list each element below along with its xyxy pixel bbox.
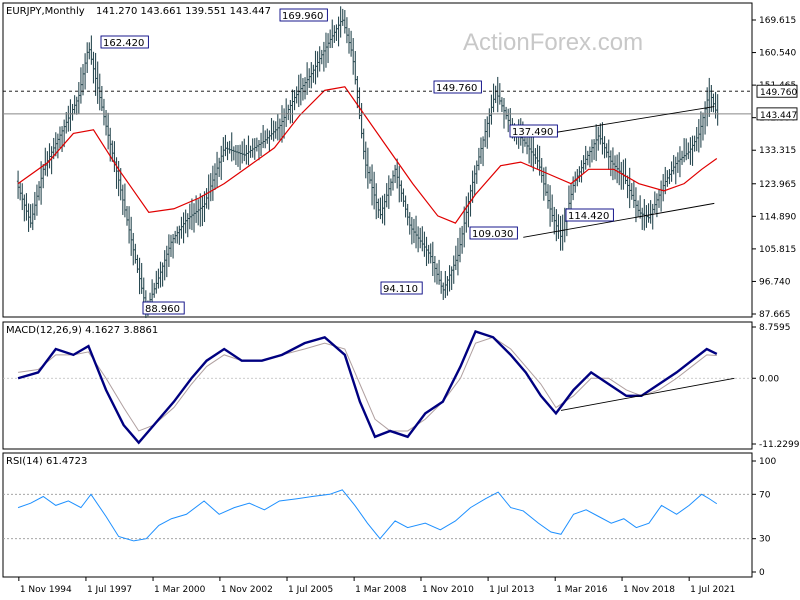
current-price-axis-tag — [756, 107, 798, 121]
resistance-axis-label: 149.760 — [760, 88, 797, 98]
resistance-axis-tag — [756, 84, 798, 98]
price-y-tick-label: 87.665 — [759, 310, 791, 320]
x-axis-tick-label: 1 Mar 2008 — [355, 585, 407, 595]
price-y-tick-label: 160.540 — [759, 49, 796, 59]
x-axis-tick-label: 1 Jul 2021 — [690, 585, 735, 595]
rsi-layer — [3, 489, 752, 542]
price-layer: 162.420 169.960 88.960 149.760 137.490 94.110… — [3, 6, 752, 319]
x-axis-tick-label: 1 Nov 2002 — [221, 585, 273, 595]
trend-channel-line — [538, 106, 715, 136]
rsi-y-tick-label: 70 — [759, 490, 771, 500]
annotation-label: 88.960 — [145, 304, 180, 315]
annotation-box — [469, 226, 518, 240]
annotation-box — [565, 208, 614, 222]
macd-header: MACD(12,26,9) 4.1627 3.8861 — [6, 325, 158, 336]
annotation-box — [279, 8, 328, 22]
rsi-line — [17, 489, 718, 542]
x-axis-tick-label: 1 Jul 2005 — [288, 585, 333, 595]
annotation-box — [142, 301, 185, 315]
annotation-label: 149.760 — [436, 83, 477, 94]
annotation-box — [380, 281, 423, 295]
annotation-label: 109.030 — [472, 229, 513, 240]
annotation-label: 137.490 — [512, 127, 553, 138]
rsi-y-tick-label: 0 — [759, 568, 765, 578]
macd-layer — [3, 329, 752, 445]
x-axis-tick-label: 1 Nov 2018 — [623, 585, 675, 595]
price-y-tick-label: 114.890 — [759, 212, 796, 222]
trend-channel-line — [523, 202, 715, 238]
annotation-box — [433, 80, 482, 94]
macd-y-tick-label: 0.00 — [759, 374, 779, 384]
rsi-y-tick-label: 100 — [759, 457, 776, 467]
macd-y-tick-label: 8.7595 — [759, 323, 791, 333]
price-y-tick-label: 133.315 — [759, 146, 796, 156]
axis-layer: 169.615160.540151.465142.390133.315123.9… — [18, 16, 800, 595]
price-header-symbol: EURJPY,Monthly — [6, 6, 85, 17]
macd-y-tick-label: -11.2299 — [759, 440, 800, 450]
watermark: ActionForex.com — [463, 29, 643, 56]
annotation-label: 169.960 — [282, 11, 323, 22]
x-axis-tick-label: 1 Nov 1994 — [20, 585, 72, 595]
macd-trend-line — [560, 377, 735, 411]
annotation-label: 94.110 — [383, 284, 418, 295]
rsi-panel-frame — [2, 452, 753, 578]
moving-average-line — [17, 86, 718, 224]
annotation-label: 162.420 — [103, 38, 144, 49]
x-axis-tick-label: 1 Mar 2016 — [556, 585, 608, 595]
price-header-values: 141.270 143.661 139.551 143.447 — [96, 6, 271, 17]
x-axis-tick-label: 1 Mar 2000 — [154, 585, 206, 595]
x-axis-tick-label: 1 Jul 2013 — [489, 585, 534, 595]
macd-signal-line — [18, 336, 717, 432]
price-y-tick-label: 123.965 — [759, 180, 796, 190]
price-bars — [16, 6, 719, 319]
price-y-tick-label: 105.815 — [759, 245, 796, 255]
rsi-header: RSI(14) 61.4723 — [6, 456, 87, 467]
price-y-tick-label: 169.615 — [759, 16, 796, 26]
annotation-label: 114.420 — [568, 211, 609, 222]
macd-main-line — [17, 329, 718, 445]
price-y-tick-label: 96.740 — [759, 277, 791, 287]
rsi-y-tick-label: 30 — [759, 535, 771, 545]
price-panel-frame — [2, 2, 753, 318]
x-axis-tick-label: 1 Nov 2010 — [422, 585, 474, 595]
annotation-box — [509, 124, 558, 138]
x-axis-tick-label: 1 Jul 1997 — [87, 585, 132, 595]
current-price-axis-label: 143.447 — [760, 111, 797, 121]
macd-panel-frame — [2, 321, 753, 450]
annotation-box — [100, 35, 149, 49]
